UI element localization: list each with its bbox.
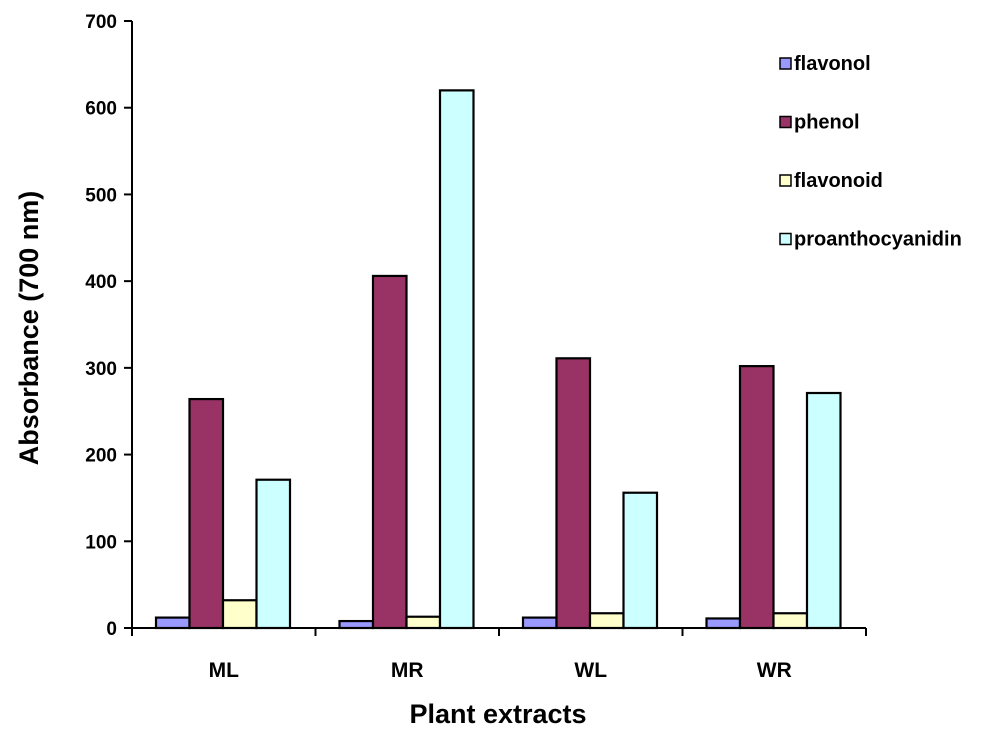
x-category-label: WR bbox=[757, 659, 792, 682]
bar-proanthocyanidin-WL bbox=[622, 491, 659, 630]
legend-swatch-flavonoid bbox=[779, 174, 792, 187]
legend-swatch-phenol bbox=[779, 115, 792, 129]
legend-label-phenol: phenol bbox=[794, 112, 860, 134]
bar-flavonol-WL bbox=[521, 616, 558, 630]
bar-flavonoid-ML bbox=[221, 599, 258, 630]
bar-proanthocyanidin-WR bbox=[805, 391, 842, 630]
legend-swatch-proanthocyanidin bbox=[779, 232, 792, 246]
legend: flavonol phenol flavonoid proanthocyanidin bbox=[779, 53, 962, 251]
bar-phenol-WR bbox=[738, 365, 775, 630]
y-tick-label: 700 bbox=[85, 12, 117, 33]
bar-flavonoid-WR bbox=[772, 612, 809, 630]
y-tick-label: 100 bbox=[85, 532, 117, 553]
bar-phenol-ML bbox=[188, 397, 225, 630]
plot-area bbox=[154, 89, 842, 630]
x-category-label: WL bbox=[574, 659, 607, 682]
legend-label-proanthocyanidin: proanthocyanidin bbox=[794, 229, 962, 251]
bar-proanthocyanidin-MR bbox=[438, 89, 475, 630]
x-category-label: ML bbox=[209, 659, 239, 682]
y-axis-title: Absorbance (700 nm) bbox=[14, 191, 44, 466]
bar-flavonol-ML bbox=[154, 616, 191, 630]
bar-flavonoid-MR bbox=[405, 615, 442, 630]
bar-flavonoid-WL bbox=[588, 612, 625, 630]
bar-flavonol-MR bbox=[338, 619, 375, 630]
y-tick-label: 600 bbox=[85, 99, 117, 120]
y-axis: 0 100 200 300 400 500 600 700 bbox=[85, 12, 133, 640]
legend-label-flavonol: flavonol bbox=[794, 53, 871, 75]
bar-phenol-MR bbox=[371, 274, 408, 630]
bar-phenol-WL bbox=[555, 357, 592, 630]
y-tick-label: 400 bbox=[85, 272, 117, 293]
y-tick-label: 500 bbox=[85, 185, 117, 206]
legend-label-flavonoid: flavonoid bbox=[794, 170, 883, 192]
y-tick-label: 0 bbox=[106, 619, 117, 640]
x-category-label: MR bbox=[391, 659, 424, 682]
bar-flavonol-WR bbox=[705, 617, 742, 630]
y-tick-label: 200 bbox=[85, 446, 117, 467]
x-axis-title: Plant extracts bbox=[409, 699, 586, 729]
legend-swatch-flavonol bbox=[779, 57, 792, 70]
bar-proanthocyanidin-ML bbox=[255, 478, 292, 630]
x-axis: ML MR WL WR bbox=[131, 627, 867, 682]
y-tick-label: 300 bbox=[85, 359, 117, 380]
